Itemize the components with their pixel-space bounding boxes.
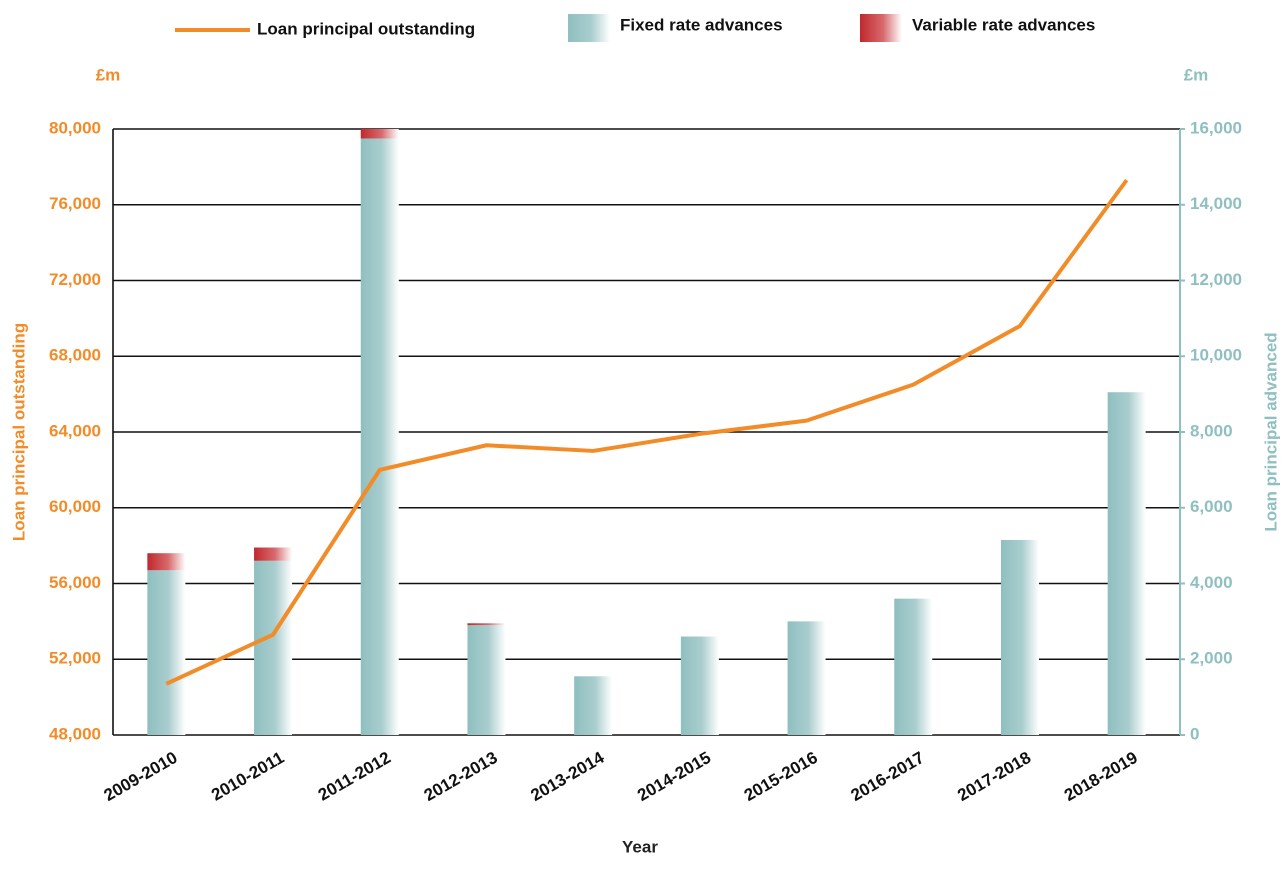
legend-swatch [568,14,610,42]
x-tick-label: 2016-2017 [848,748,928,805]
legend-label: Loan principal outstanding [257,19,475,38]
y2-tick-label: 8,000 [1190,421,1233,440]
y2-tick-label: 2,000 [1190,649,1233,668]
bar [787,621,826,735]
bar [467,625,506,735]
x-tick-label: 2018-2019 [1061,748,1141,805]
y2-tick-label: 12,000 [1190,270,1242,289]
x-tick-label: 2015-2016 [741,748,821,805]
y-tick-label: 56,000 [49,573,101,592]
y-tick-label: 64,000 [49,421,101,440]
y2-tick-label: 6,000 [1190,497,1233,516]
legend-label: Fixed rate advances [620,15,783,34]
x-tick-label: 2009-2010 [101,748,181,805]
y2-tick-label: 10,000 [1190,346,1242,365]
x-tick-label: 2010-2011 [208,748,287,805]
y-tick-label: 72,000 [49,270,101,289]
x-tick-label: 2014-2015 [634,748,714,805]
y2-unit: £m [1184,65,1209,84]
y-axis-label: Loan principal outstanding [9,323,28,541]
bar [254,547,293,561]
y-tick-label: 60,000 [49,497,101,516]
bar [254,560,293,735]
x-tick-label: 2017-2018 [954,748,1034,805]
legend-swatch [860,14,902,42]
y2-tick-label: 0 [1190,724,1199,743]
y-tick-label: 68,000 [49,346,101,365]
bar [147,553,186,571]
bar [574,676,613,735]
bar [360,129,399,139]
y-tick-label: 52,000 [49,649,101,668]
x-tick-label: 2011-2012 [315,748,394,805]
bar [1107,392,1146,735]
y2-tick-label: 16,000 [1190,118,1242,137]
x-tick-label: 2013-2014 [527,748,607,805]
y2-tick-label: 4,000 [1190,573,1233,592]
x-tick-label: 2012-2013 [421,748,501,805]
y2-tick-label: 14,000 [1190,194,1242,213]
bar [680,636,719,735]
line [165,178,1129,686]
bar [894,598,933,735]
x-axis-label: Year [622,837,658,856]
y-tick-label: 80,000 [49,118,101,137]
y-tick-label: 76,000 [49,194,101,213]
bar [1000,539,1039,735]
bar [467,623,506,626]
y2-axis-label: Loan principal advanced [1261,332,1280,531]
y-tick-label: 48,000 [49,724,101,743]
y-unit: £m [96,65,121,84]
bar [360,138,399,735]
bar [147,570,186,735]
legend-label: Variable rate advances [912,15,1095,34]
